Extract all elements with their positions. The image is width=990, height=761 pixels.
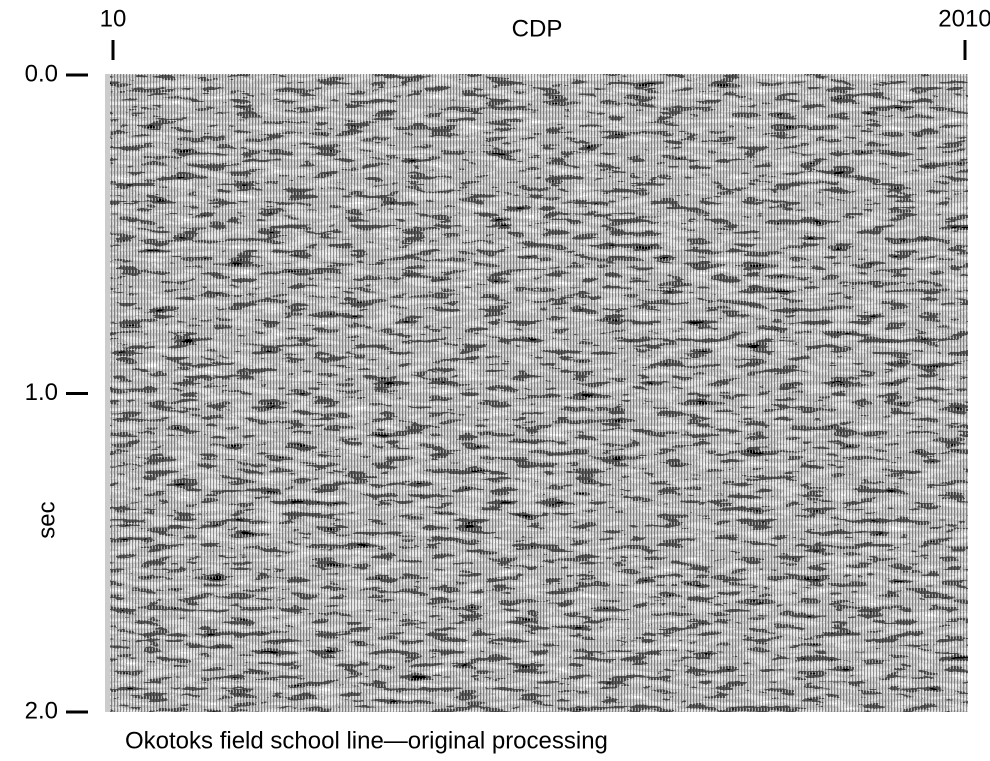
y-tick-label: 2.0: [25, 697, 58, 724]
y-tick-label: 1.0: [25, 379, 58, 406]
caption: Okotoks field school line—original proce…: [125, 727, 608, 754]
y-axis-label: sec: [33, 501, 60, 538]
x-tick-label: 2010: [938, 5, 990, 32]
seismic-image: [105, 74, 968, 712]
x-axis-label: CDP: [512, 15, 563, 42]
edge-traces: [105, 74, 110, 712]
y-tick-label: 0.0: [25, 60, 58, 87]
x-tick-label: 10: [100, 5, 127, 32]
trace-overlay: [110, 74, 968, 712]
